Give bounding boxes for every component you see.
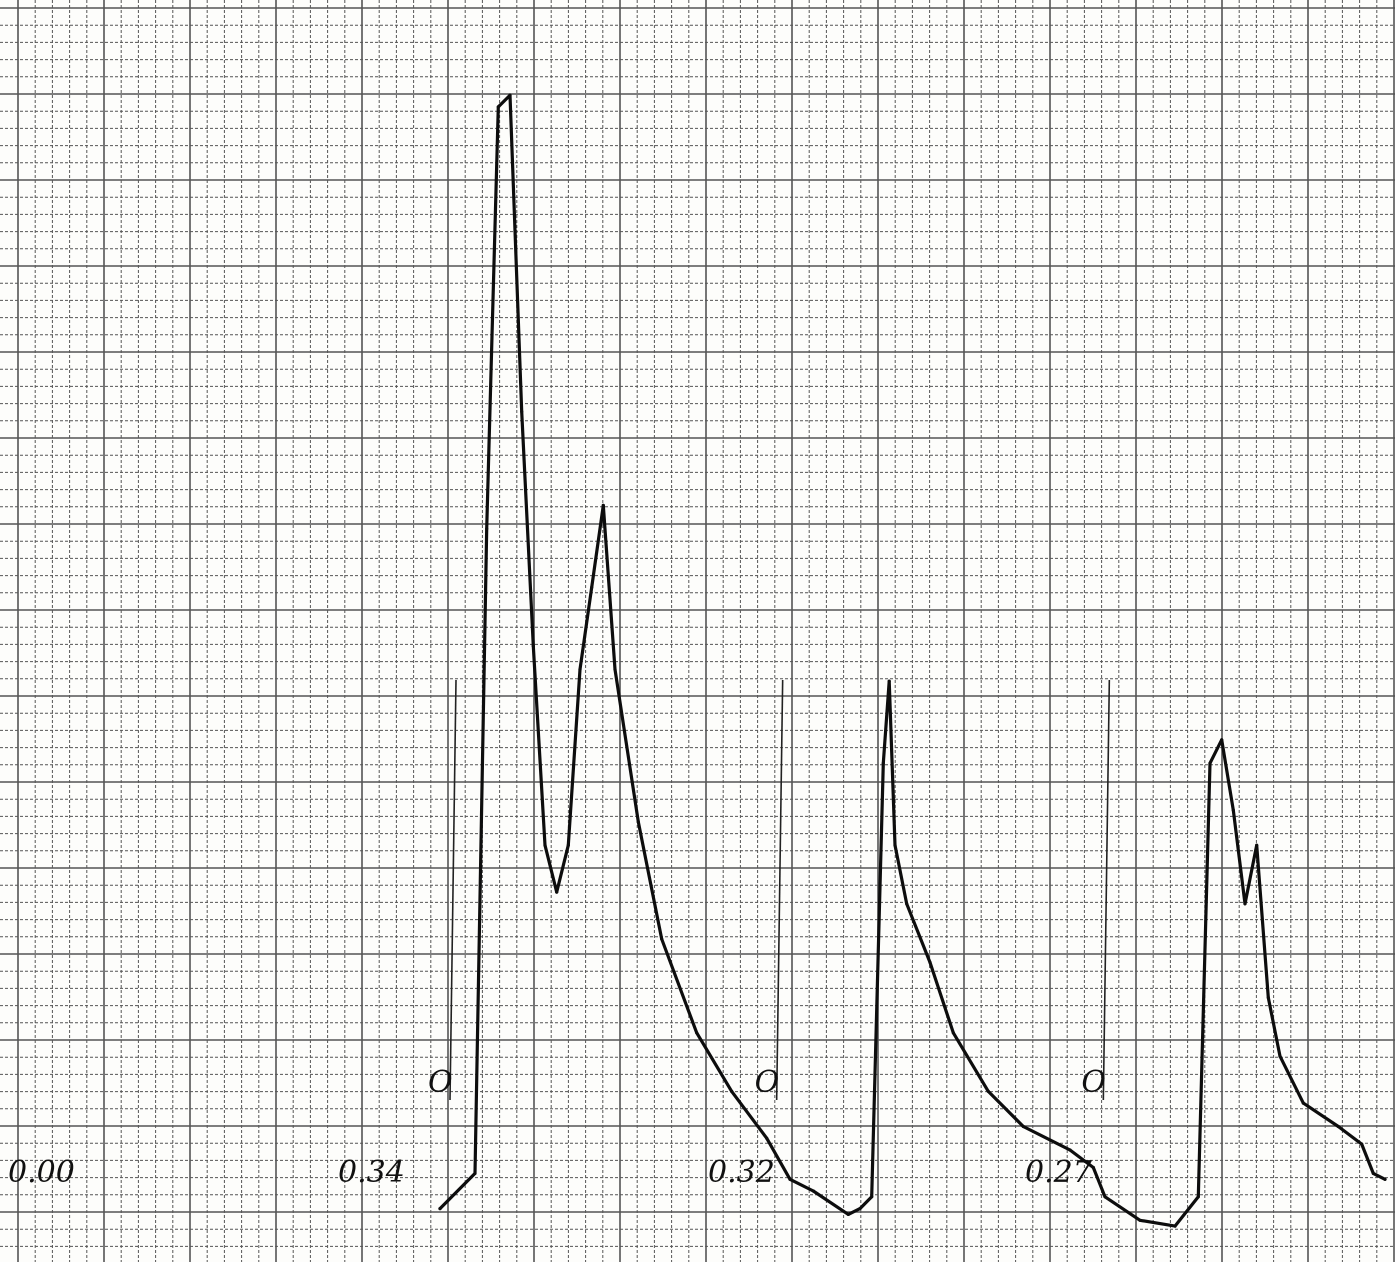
data-point (1266, 996, 1270, 1000)
data-point (730, 1089, 734, 1093)
data-point (636, 820, 640, 824)
data-point (555, 890, 559, 894)
data-point (846, 1212, 850, 1216)
retention-labels: 0.00 0.34 0.32 0.27 (8, 1155, 1093, 1190)
data-point (887, 679, 891, 683)
retention-label: 0.27 (1025, 1155, 1093, 1190)
data-point (566, 843, 570, 847)
data-point (438, 1207, 442, 1211)
data-point (1371, 1171, 1375, 1175)
data-point (1068, 1148, 1072, 1152)
inject-line (449, 679, 457, 1101)
series-line (438, 93, 1387, 1228)
data-point (508, 93, 512, 97)
data-point (1173, 1224, 1177, 1228)
data-point (473, 1171, 477, 1175)
data-point (788, 1177, 792, 1181)
data-point (543, 843, 547, 847)
data-point (496, 105, 500, 109)
data-point (695, 1031, 699, 1035)
inject-marker-label: O (755, 1065, 780, 1100)
data-point (1103, 1195, 1107, 1199)
data-point (601, 503, 605, 507)
data-point (520, 410, 524, 414)
inject-line (775, 679, 784, 1101)
data-point (578, 667, 582, 672)
data-point (1091, 1165, 1095, 1170)
data-point (1360, 1142, 1364, 1146)
data-point (613, 667, 617, 672)
data-point (1278, 1054, 1282, 1058)
data-point (1383, 1177, 1387, 1181)
data-point (1196, 1195, 1200, 1199)
data-point (893, 843, 897, 847)
data-point (1021, 1124, 1025, 1129)
retention-label: 0.34 (338, 1155, 405, 1190)
data-point (765, 1136, 769, 1140)
data-point (928, 960, 932, 965)
data-point (986, 1089, 990, 1093)
data-point (858, 1207, 862, 1211)
retention-label: 0.32 (708, 1155, 775, 1190)
data-point (1301, 1101, 1305, 1105)
data-point (1138, 1218, 1142, 1222)
retention-label: 0.00 (8, 1155, 75, 1190)
data-point (1255, 843, 1259, 847)
data-point (905, 902, 909, 906)
data-point (485, 527, 489, 531)
inject-marker-label: O (428, 1065, 453, 1100)
signal-trace (438, 93, 1387, 1228)
data-point (590, 585, 594, 590)
data-point (881, 761, 885, 765)
data-point (1243, 902, 1247, 906)
data-point (1336, 1124, 1340, 1129)
data-point (951, 1031, 955, 1035)
data-point (870, 1195, 874, 1199)
inject-line (1102, 679, 1111, 1101)
data-point (1231, 808, 1235, 812)
data-point (811, 1189, 815, 1193)
inject-marker-label: O (1081, 1065, 1106, 1100)
data-point (660, 937, 664, 941)
data-point (1220, 738, 1224, 742)
data-point (1208, 761, 1212, 765)
data-point (531, 644, 535, 648)
